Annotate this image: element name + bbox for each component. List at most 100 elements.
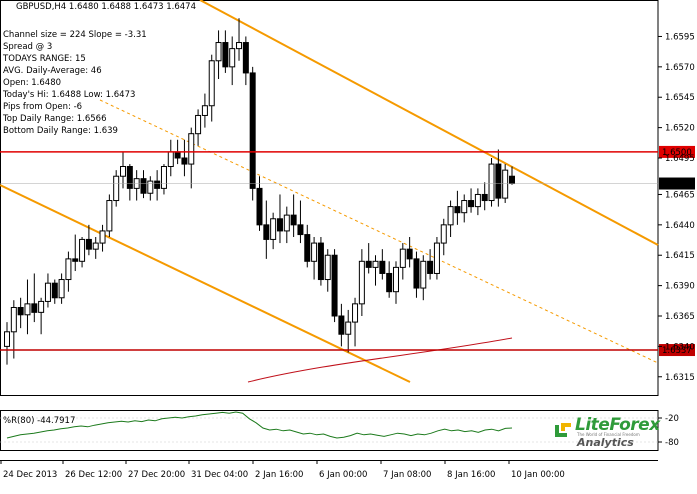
candle-body — [120, 166, 127, 177]
candle-body — [99, 230, 106, 244]
candle-body — [242, 42, 249, 74]
chart-grid — [0, 0, 659, 461]
candle-body — [488, 163, 495, 202]
price-tick-label: 1.6465 — [665, 190, 695, 200]
info-line: Top Daily Range: 1.6566 — [3, 114, 107, 124]
candle-body — [440, 224, 447, 244]
time-tick-label: 6 Jan 00:00 — [319, 470, 367, 480]
candle-body — [270, 218, 277, 240]
candle-body — [236, 42, 243, 50]
candle-body — [358, 260, 365, 305]
liteforex-leaf-icon — [555, 423, 571, 437]
candle-body — [249, 72, 256, 189]
candle-body — [58, 279, 65, 299]
info-line: Spread @ 3 — [3, 42, 53, 52]
candle-body — [304, 234, 311, 262]
time-tick-label: 10 Jan 00:00 — [511, 470, 565, 480]
candle-body — [17, 306, 24, 316]
price-tick-label: 1.6340 — [665, 342, 695, 352]
time-tick-label: 8 Jan 16:00 — [447, 470, 495, 480]
candle-body — [10, 306, 17, 333]
candle-body — [427, 260, 434, 274]
channel-lower-line — [0, 184, 411, 383]
candle-body — [72, 258, 79, 262]
candle-body — [392, 266, 399, 293]
candle-body — [154, 180, 161, 189]
candle-body — [406, 248, 413, 260]
candle-body — [454, 206, 461, 214]
candle-body — [126, 166, 133, 189]
logo-product: Analytics — [577, 436, 634, 449]
price-tick-label: 1.6495 — [665, 154, 695, 164]
candle-body — [481, 193, 488, 202]
logo-tagline: The World of Financial Freedom — [577, 432, 640, 437]
candle-body — [208, 60, 215, 107]
candle-body — [495, 163, 502, 199]
info-line: Bottom Daily Range: 1.639 — [3, 126, 118, 136]
candle-body — [113, 175, 120, 202]
indicator-label: %R(80) -44.7917 — [3, 416, 76, 426]
info-line: Pips from Open: -6 — [3, 102, 83, 112]
channel-mid-line — [99, 99, 659, 364]
indicator-plot-frame — [0, 410, 659, 451]
candle-body — [38, 300, 45, 313]
candle-body — [188, 133, 195, 165]
candle-body — [317, 242, 324, 281]
candle-body — [51, 282, 58, 299]
candle-body — [65, 258, 72, 281]
candle-body — [324, 254, 331, 281]
price-tick-label: 1.6545 — [665, 93, 695, 103]
price-tick-label: 1.6520 — [665, 124, 695, 134]
candle-body — [502, 169, 509, 199]
time-tick-label: 26 Dec 12:00 — [65, 470, 122, 480]
williams-r-line — [6, 411, 513, 439]
candle-body — [79, 238, 86, 262]
candle-body — [215, 42, 222, 62]
info-line: TODAYS RANGE: 15 — [3, 54, 86, 64]
candle-body — [509, 175, 515, 185]
indicator-tick-label: -80 — [665, 438, 679, 448]
candle-body — [140, 178, 147, 194]
candle-body — [447, 206, 454, 226]
candle-body — [167, 151, 174, 168]
candle-body — [222, 42, 229, 68]
resistance-price-label: 1.6500 — [662, 148, 692, 158]
candle-body — [372, 260, 379, 268]
candle-body — [106, 200, 113, 232]
price-tick-label: 1.6315 — [665, 373, 695, 383]
price-tick-label: 1.6440 — [665, 221, 695, 231]
info-line: Channel size = 224 Slope = -3.31 — [3, 30, 147, 40]
moving-average-line — [247, 337, 513, 383]
candle-body — [413, 258, 420, 289]
candle-body — [31, 303, 38, 313]
symbol-header: GBPUSD,H4 1.6480 1.6488 1.6473 1.6474 — [16, 2, 196, 12]
candle-body — [311, 242, 318, 262]
candle-body — [256, 187, 263, 226]
liteforex-logo: LiteForex The World of Financial Freedom… — [549, 413, 660, 449]
info-line: AVG. Daily-Average: 46 — [3, 66, 102, 76]
candle-body — [461, 200, 468, 214]
candle-body — [195, 114, 202, 135]
support-price-label: 1.6337 — [662, 346, 692, 356]
candle-body — [92, 242, 99, 250]
moving-average-path — [247, 337, 513, 383]
main-plot-frame — [0, 0, 659, 396]
candle-body — [229, 48, 236, 68]
logo-brand-name: LiteForex — [575, 415, 660, 435]
indicator-tick-label: -20 — [665, 414, 679, 424]
support-price-label-bg — [659, 344, 695, 357]
price-level-lines[interactable]: 1.6500 1.6337 1.6474 — [0, 145, 695, 357]
price-tick-label: 1.6415 — [665, 251, 695, 261]
candle-body — [386, 272, 393, 293]
resistance-price-label-bg — [659, 145, 695, 158]
time-tick-label: 7 Jan 08:00 — [383, 470, 431, 480]
candle-body — [85, 238, 92, 250]
time-tick-label: 31 Dec 04:00 — [191, 470, 248, 480]
candle-body — [147, 180, 154, 194]
candle-body — [365, 260, 372, 268]
price-tick-label: 1.6390 — [665, 282, 695, 292]
candle-body — [201, 105, 208, 116]
channel-upper-line — [199, 0, 659, 246]
candle-body — [338, 315, 345, 335]
